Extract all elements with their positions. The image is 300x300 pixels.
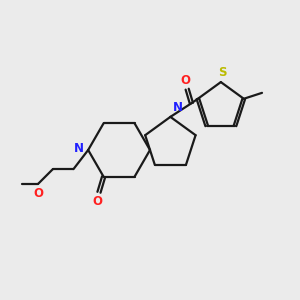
Text: O: O: [34, 188, 44, 200]
Text: N: N: [173, 101, 183, 114]
Text: S: S: [218, 65, 226, 79]
Text: O: O: [181, 74, 191, 87]
Text: N: N: [74, 142, 84, 155]
Text: O: O: [92, 195, 103, 208]
